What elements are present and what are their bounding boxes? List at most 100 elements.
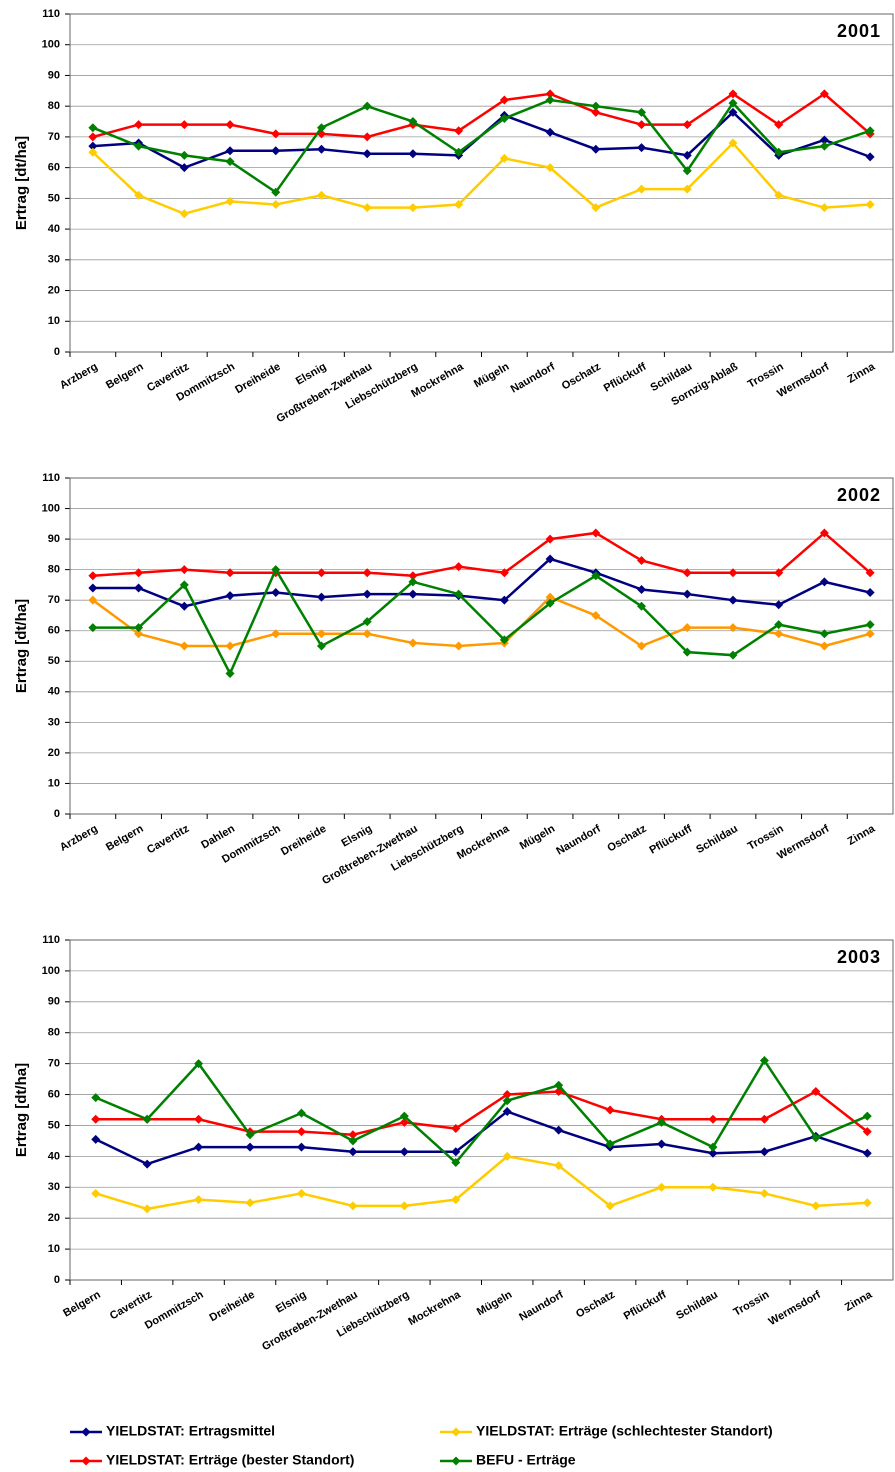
point-marker xyxy=(142,1159,152,1169)
point-marker xyxy=(451,1158,461,1168)
point-marker xyxy=(194,1114,204,1124)
x-tick-label: Oschatz xyxy=(574,1288,617,1320)
point-marker xyxy=(134,629,144,639)
point-marker xyxy=(774,190,784,200)
x-tick-label: Wermsdorf xyxy=(767,1289,823,1328)
point-marker xyxy=(759,1056,769,1066)
point-marker xyxy=(194,1195,204,1205)
point-marker xyxy=(637,143,647,153)
point-marker xyxy=(819,89,829,99)
point-marker xyxy=(862,1111,872,1121)
point-marker xyxy=(454,589,464,599)
y-tick-label: 70 xyxy=(48,1058,60,1070)
y-tick-label: 20 xyxy=(48,747,60,759)
point-marker xyxy=(637,184,647,194)
x-tick-label: Elsnig xyxy=(340,823,375,850)
legend-marker xyxy=(81,1427,91,1437)
point-marker xyxy=(759,1147,769,1157)
y-tick-label: 50 xyxy=(48,655,60,667)
y-tick-label: 90 xyxy=(48,69,60,81)
point-marker xyxy=(499,595,509,605)
chart-title: 2002 xyxy=(837,485,881,505)
x-tick-label: Elsnig xyxy=(274,1289,309,1316)
point-marker xyxy=(91,1093,101,1103)
point-marker xyxy=(194,1059,204,1069)
y-tick-label: 0 xyxy=(54,1274,60,1286)
point-marker xyxy=(708,1114,718,1124)
x-tick-label: Arzberg xyxy=(58,823,100,854)
point-marker xyxy=(316,629,326,639)
point-marker xyxy=(502,1151,512,1161)
point-marker xyxy=(545,598,555,608)
point-marker xyxy=(682,589,692,599)
point-marker xyxy=(728,89,738,99)
point-marker xyxy=(554,1161,564,1171)
point-marker xyxy=(682,184,692,194)
y-tick-label: 70 xyxy=(48,594,60,606)
point-marker xyxy=(399,1147,409,1157)
y-tick-label: 0 xyxy=(54,346,60,358)
y-tick-label: 10 xyxy=(48,315,60,327)
point-marker xyxy=(225,641,235,651)
point-marker xyxy=(865,588,875,598)
y-tick-label: 30 xyxy=(48,254,60,266)
point-marker xyxy=(454,200,464,210)
point-marker xyxy=(591,144,601,154)
point-marker xyxy=(399,1111,409,1121)
point-marker xyxy=(179,120,189,130)
y-tick-label: 20 xyxy=(48,284,60,296)
point-marker xyxy=(88,147,98,157)
point-marker xyxy=(316,592,326,602)
legend-label: YIELDSTAT: Ertragsmittel xyxy=(106,1423,275,1439)
y-tick-label: 20 xyxy=(48,1212,60,1224)
y-tick-label: 60 xyxy=(48,162,60,174)
point-marker xyxy=(454,562,464,572)
point-marker xyxy=(88,571,98,581)
point-marker xyxy=(88,583,98,593)
point-marker xyxy=(591,571,601,581)
point-marker xyxy=(408,577,418,587)
point-marker xyxy=(134,583,144,593)
point-marker xyxy=(179,209,189,219)
point-marker xyxy=(819,135,829,145)
y-tick-label: 100 xyxy=(42,39,60,51)
point-marker xyxy=(134,190,144,200)
y-tick-label: 110 xyxy=(42,934,60,946)
y-tick-label: 40 xyxy=(48,686,60,698)
point-marker xyxy=(591,107,601,117)
point-marker xyxy=(362,101,372,111)
x-tick-label: Belgern xyxy=(61,1289,103,1320)
x-tick-label: Mockrehna xyxy=(406,1288,463,1328)
point-marker xyxy=(271,565,281,575)
point-marker xyxy=(408,117,418,127)
point-marker xyxy=(362,149,372,159)
point-marker xyxy=(134,568,144,578)
point-marker xyxy=(811,1086,821,1096)
point-marker xyxy=(245,1198,255,1208)
point-marker xyxy=(865,152,875,162)
point-marker xyxy=(179,163,189,173)
point-marker xyxy=(554,1125,564,1135)
series-line xyxy=(92,531,871,578)
x-tick-label: Arzberg xyxy=(58,361,100,392)
point-marker xyxy=(362,203,372,213)
point-marker xyxy=(774,629,784,639)
x-tick-label: Dahlen xyxy=(199,823,237,852)
x-tick-label: Mügeln xyxy=(475,1289,515,1319)
point-marker xyxy=(271,187,281,197)
point-marker xyxy=(774,147,784,157)
x-tick-label: Zinna xyxy=(846,822,878,847)
point-marker xyxy=(545,592,555,602)
legend-marker xyxy=(81,1456,91,1466)
point-marker xyxy=(451,1147,461,1157)
point-marker xyxy=(179,641,189,651)
point-marker xyxy=(225,196,235,206)
point-marker xyxy=(408,571,418,581)
point-marker xyxy=(591,101,601,111)
x-tick-label: Oschatz xyxy=(560,360,603,392)
point-marker xyxy=(142,1114,152,1124)
series-line xyxy=(92,141,871,216)
point-marker xyxy=(134,120,144,130)
y-tick-label: 0 xyxy=(54,808,60,820)
